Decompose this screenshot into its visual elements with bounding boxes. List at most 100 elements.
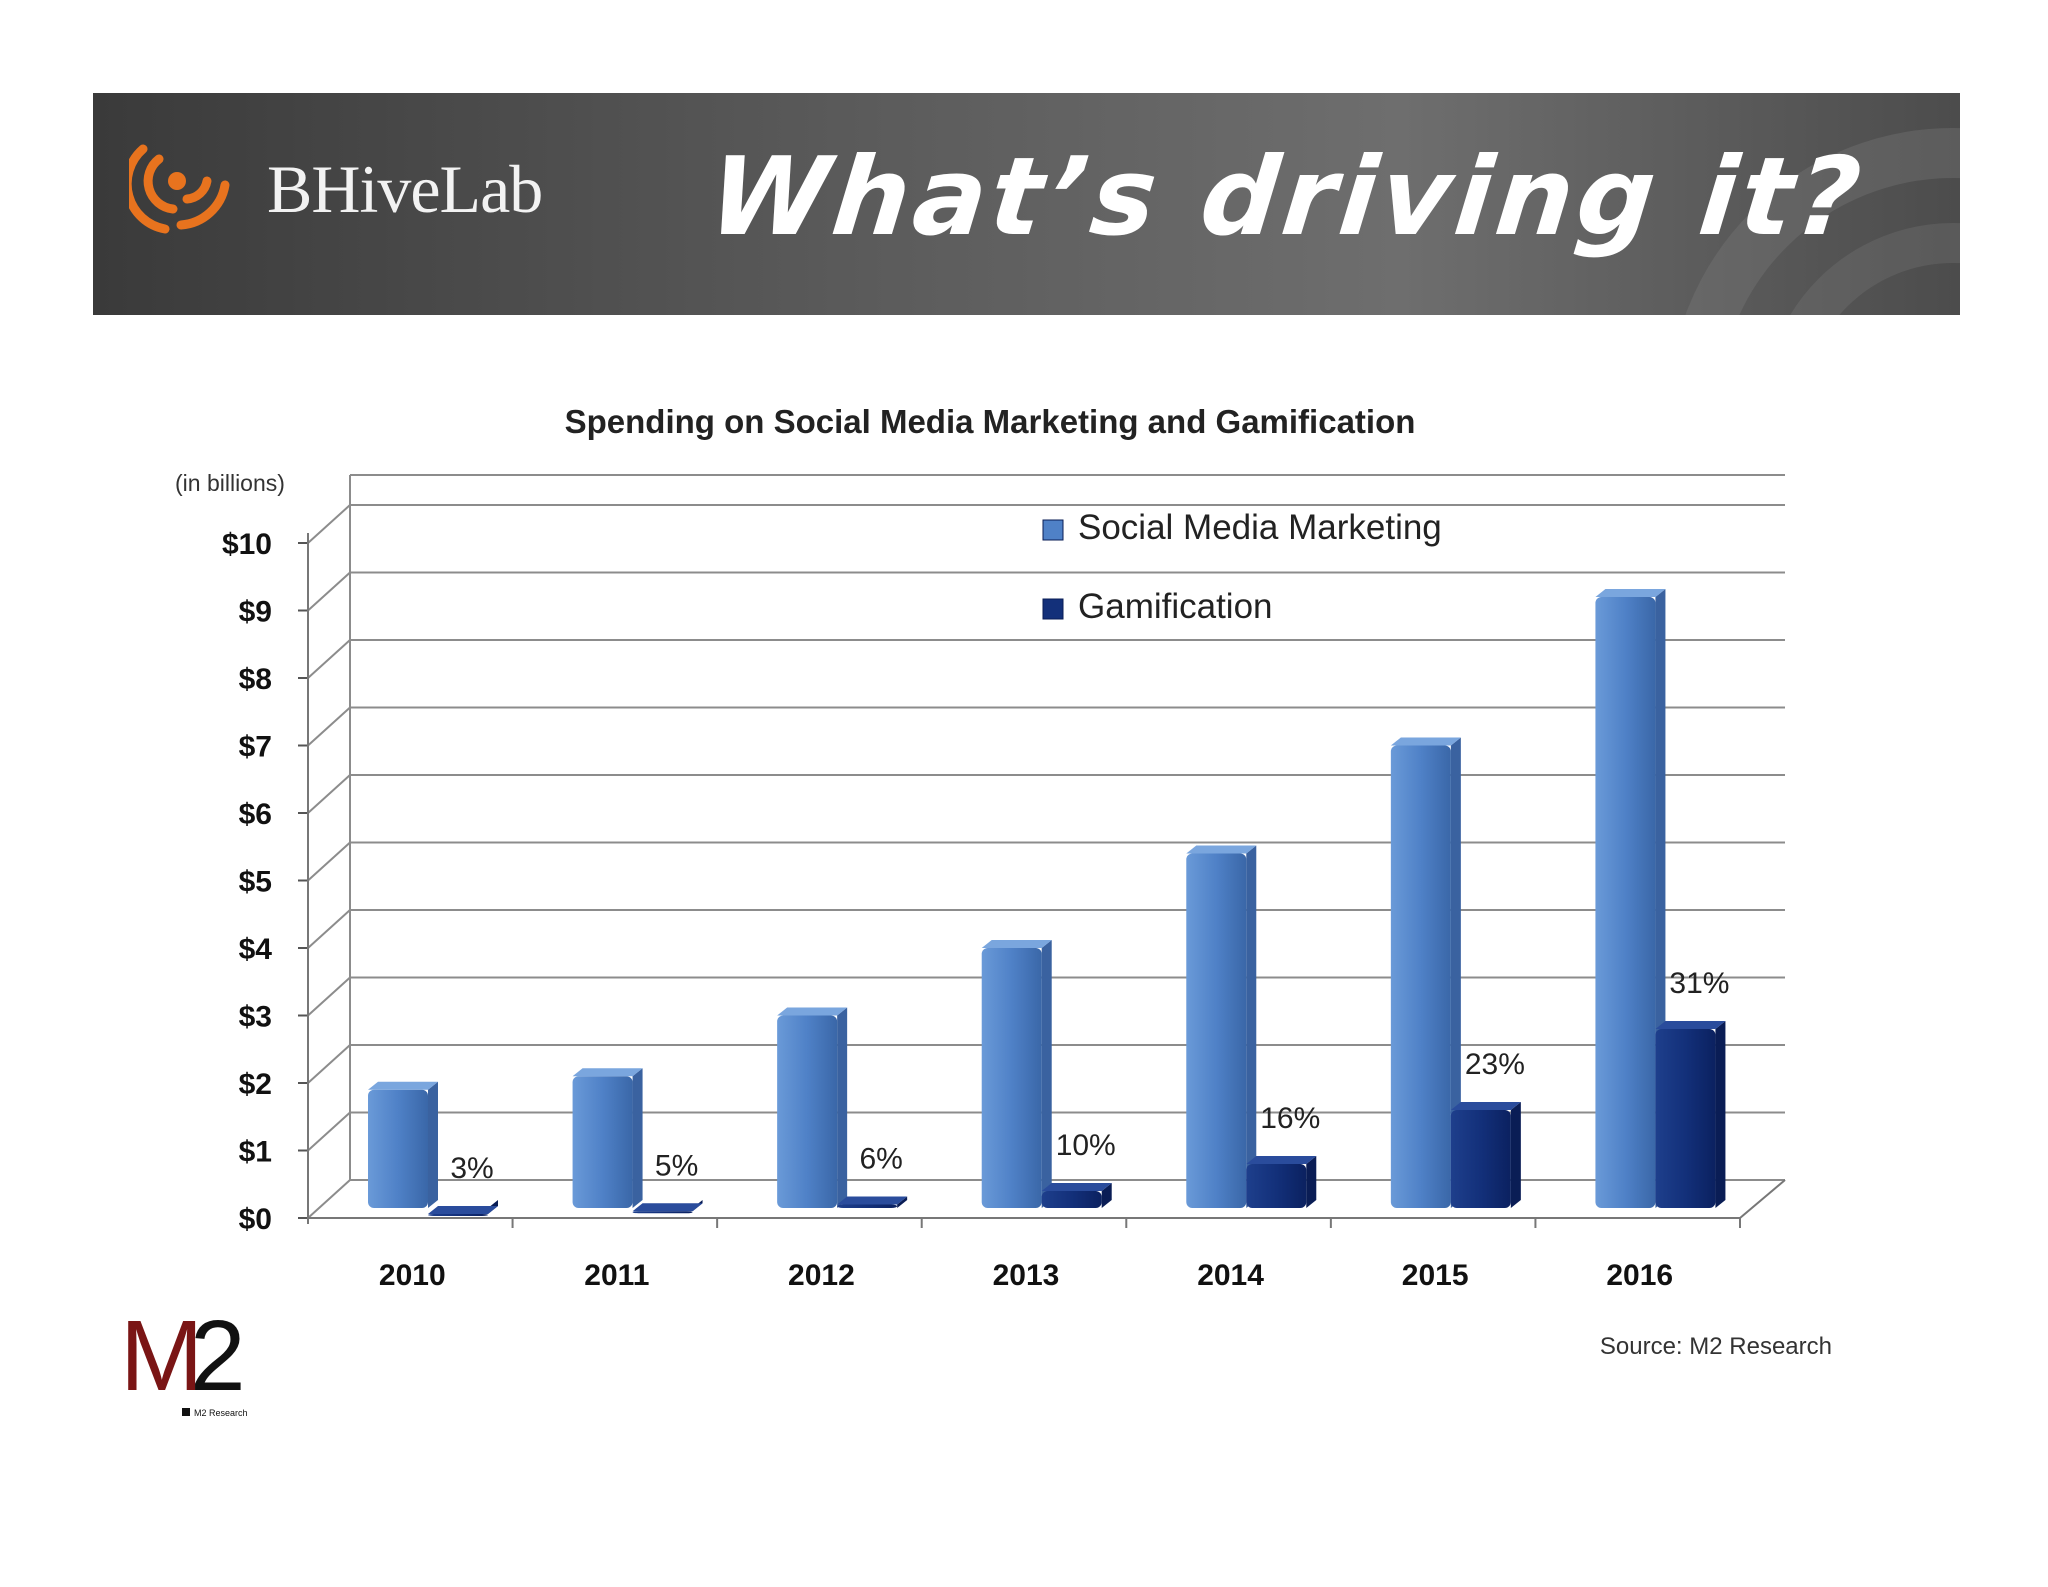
data-label-percent: 10% <box>1056 1129 1116 1162</box>
bar-gamification-2012-front <box>837 1204 898 1208</box>
bar-social-media-2011-top <box>572 1068 643 1077</box>
brand-name: BHiveLab <box>267 150 543 227</box>
gridline-diagonal <box>307 571 351 612</box>
m2-logo-letter: M <box>120 1300 196 1412</box>
bar-social-media-2011-front <box>572 1076 633 1208</box>
y-tick-label: $3 <box>239 1001 272 1034</box>
data-label-percent: 6% <box>859 1143 902 1176</box>
gridline-diagonal <box>307 504 351 544</box>
bar-gamification-2014-top <box>1246 1156 1317 1164</box>
bar-social-media-2011 <box>572 1068 643 1208</box>
bar-social-media-2015-top <box>1390 737 1461 746</box>
bar-social-media-2016-top <box>1595 589 1666 597</box>
bar-gamification-2011 <box>632 1200 703 1214</box>
bar-gamification-2013-front <box>1041 1191 1102 1208</box>
y-axis-label: (in billions) <box>175 470 285 496</box>
gridline-diagonal <box>307 909 351 949</box>
chart-title: Spending on Social Media Marketing and G… <box>565 403 1416 440</box>
y-tick-label: $7 <box>239 731 272 764</box>
y-tick-label: $5 <box>239 866 272 899</box>
bar-social-media-2012 <box>777 1007 848 1208</box>
bar-gamification-2016-top <box>1655 1021 1726 1029</box>
bar-gamification-2013 <box>1041 1183 1112 1208</box>
bar-social-media-2015 <box>1390 737 1461 1208</box>
data-label-percent: 3% <box>450 1152 493 1185</box>
bar-social-media-2010 <box>368 1081 438 1208</box>
bar-social-media-2011-side <box>632 1068 643 1208</box>
x-tick-label: 2012 <box>788 1259 855 1292</box>
gridline-diagonal <box>307 1044 351 1084</box>
data-label-percent: 23% <box>1465 1048 1525 1081</box>
bar-social-media-2012-side <box>837 1007 848 1208</box>
y-tick-label: $8 <box>239 663 272 696</box>
bar-social-media-2010-top <box>368 1081 438 1090</box>
y-tick-label: $1 <box>239 1136 272 1169</box>
gridline-diagonal <box>307 706 351 747</box>
bar-social-media-2016-front <box>1595 597 1656 1208</box>
bar-gamification-2010-top <box>428 1205 498 1214</box>
bar-gamification-2015 <box>1450 1102 1521 1208</box>
x-tick-label: 2011 <box>584 1259 649 1292</box>
bar-gamification-2014-side <box>1306 1156 1317 1208</box>
x-tick-label: 2014 <box>1197 1259 1264 1292</box>
bar-gamification-2014-front <box>1246 1164 1307 1208</box>
y-tick-label: $6 <box>239 798 272 831</box>
y-tick-label: $10 <box>222 528 272 561</box>
m2-logo-caption: M2 Research <box>194 1408 248 1418</box>
y-tick-label: $4 <box>239 933 273 966</box>
data-label-percent: 31% <box>1669 967 1729 1000</box>
gridline-diagonal <box>307 1179 351 1219</box>
bar-gamification-2011-front <box>632 1211 693 1214</box>
legend-swatch <box>1042 519 1064 541</box>
bar-social-media-2014-front <box>1186 853 1247 1208</box>
bar-gamification-2012-side <box>897 1196 908 1208</box>
bar-social-media-2013-top <box>981 940 1052 948</box>
bar-social-media-2014-top <box>1186 845 1257 854</box>
x-tick-label: 2016 <box>1606 1259 1673 1292</box>
signal-waves-icon <box>129 144 230 234</box>
bar-gamification-2015-front <box>1450 1110 1511 1208</box>
data-label-percent: 16% <box>1260 1102 1320 1135</box>
bar-gamification-2012 <box>837 1196 908 1208</box>
m2-research-logo: M 2 M2 Research <box>120 1300 290 1425</box>
bar-gamification-2012-top <box>837 1196 908 1205</box>
gridline-diagonal <box>307 774 351 814</box>
gridline-diagonal <box>307 976 351 1017</box>
bar-gamification-2016-front <box>1655 1029 1716 1208</box>
bar-social-media-2013 <box>981 940 1052 1208</box>
x-axis-depth <box>1739 1179 1786 1219</box>
bar-social-media-2012-front <box>777 1015 838 1208</box>
legend-label: Social Media Marketing <box>1078 508 1442 547</box>
data-label-percent: 5% <box>655 1149 698 1182</box>
y-tick-label: $2 <box>239 1068 272 1101</box>
brand-logo: BHiveLab <box>129 129 543 249</box>
legend-swatch <box>1042 598 1064 620</box>
y-tick-label: $0 <box>239 1203 272 1236</box>
gridline-diagonal <box>307 1111 351 1152</box>
bar-gamification-2010 <box>428 1200 498 1216</box>
bar-gamification-2010-front <box>428 1213 488 1216</box>
bar-gamification-2013-side <box>1101 1183 1112 1208</box>
header-banner: BHiveLab What’s driving it? <box>93 93 1960 315</box>
x-tick-label: 2015 <box>1402 1259 1469 1292</box>
x-tick-label: 2010 <box>379 1259 446 1292</box>
bar-gamification-2016 <box>1655 1021 1726 1208</box>
m2-logo-number: 2 <box>190 1300 246 1412</box>
bar-gamification-2015-side <box>1510 1102 1521 1208</box>
gridline-diagonal <box>307 639 351 679</box>
bar-social-media-2010-front <box>368 1089 428 1208</box>
bar-social-media-2013-front <box>981 948 1042 1208</box>
bar-gamification-2011-top <box>632 1203 703 1212</box>
x-tick-label: 2013 <box>993 1259 1060 1292</box>
bar-social-media-2014-side <box>1246 845 1257 1208</box>
bar-gamification-2013-top <box>1041 1183 1112 1191</box>
bar-gamification-2016-side <box>1715 1021 1726 1208</box>
bar-social-media-2013-side <box>1041 940 1052 1208</box>
legend-label: Gamification <box>1078 587 1273 626</box>
gridline-diagonal <box>307 841 351 882</box>
chart-source: Source: M2 Research <box>1600 1333 1832 1360</box>
bar-gamification-2015-top <box>1450 1102 1521 1110</box>
bar-social-media-2010-side <box>428 1081 438 1208</box>
